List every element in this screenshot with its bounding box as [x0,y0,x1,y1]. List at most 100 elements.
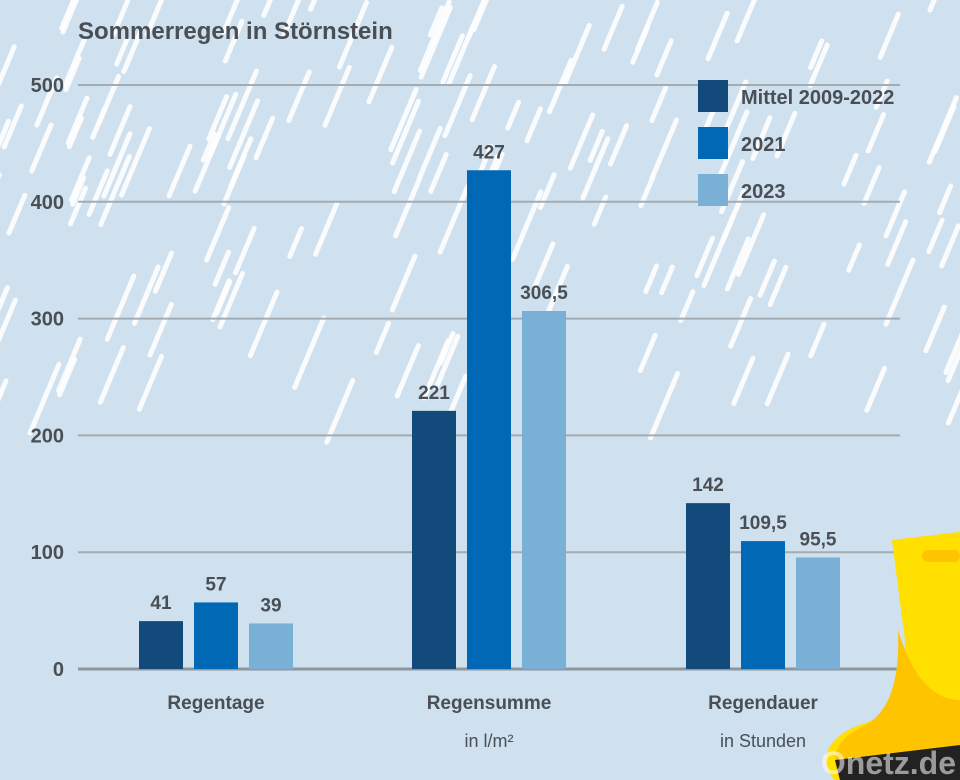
data-label: 221 [418,383,450,404]
rain-streak [308,0,318,12]
category-label: Regensumme [427,693,552,714]
bar [194,602,238,669]
rain-streak [207,91,239,158]
rain-streak [247,289,280,359]
rain-streak [292,315,327,390]
rain-streak [261,0,273,18]
rain-streak [465,0,487,41]
rain-streak [210,278,232,323]
rain-streak [114,36,130,67]
category-label: Regentage [167,693,264,714]
rain-streak [67,185,88,227]
data-label: 57 [205,574,226,595]
rain-streak [63,55,82,92]
watermark-logo: Onetz.de [821,745,956,780]
boot-shadow-icon [835,630,960,780]
rain-streak [808,38,825,71]
bar [796,557,840,669]
rain-streak [417,125,443,181]
rain-streak [524,106,543,144]
rain-streak [29,122,54,174]
rain-streak [643,263,660,295]
data-label: 142 [692,475,724,496]
rain-streak [417,0,452,73]
rain-streak [567,112,596,171]
rain-streak [864,365,888,413]
rain-streak [437,331,456,366]
category-label: Regendauer [708,693,818,714]
rain-streak [927,0,937,13]
rain-streak [69,155,92,203]
rain-streak [366,44,395,105]
rain-streak [136,354,165,412]
rain-streak [65,95,90,146]
rain-streak [388,86,419,153]
rain-streak [724,236,751,292]
rain-streak [107,104,133,157]
rain-streak [222,18,245,64]
y-tick-label: 300 [31,309,64,331]
rain-streak [0,118,12,148]
rain-streak [144,0,165,37]
rain-streak [253,115,276,161]
data-label: 427 [473,142,505,163]
rain-streak [393,176,422,239]
rain-streak [750,115,773,161]
rain-streak [841,152,859,187]
rain-streak [926,217,945,255]
legend-label: 2023 [741,181,786,203]
rain-streak [774,110,798,159]
rain-background [0,0,960,445]
legend-swatch [698,127,728,159]
rain-streak [694,235,716,279]
rain-streak [846,242,862,273]
rain-streak [648,371,681,441]
bar [249,623,293,669]
boot-stripe-icon [922,550,960,562]
rain-streak [757,258,777,298]
rain-streak [1,103,24,150]
rain-streak [227,98,261,170]
bar [686,503,730,669]
rain-streak [654,38,674,78]
rain-streak [433,333,461,391]
rain-streak [204,205,232,263]
rain-streak [505,99,522,131]
rain-streak [97,345,126,405]
data-label: 109,5 [739,513,787,534]
legend-swatch [698,80,728,112]
legend-label: Mittel 2009-2022 [741,87,894,109]
rain-streak [111,0,131,37]
rain-streak [532,241,556,290]
rain-streak [865,112,886,154]
rain-streak [716,109,750,182]
rain-streak [510,189,544,262]
rain-streak [546,57,574,115]
rain-streak [764,351,791,407]
rain-streak [119,126,152,198]
rain-streak [638,173,656,209]
rain-streak [101,131,133,199]
rain-streak [630,24,651,65]
rain-streak [943,332,960,375]
legend-label: 2021 [741,134,786,156]
rain-streak [0,297,18,344]
rain-streak [678,289,696,323]
rain-streak [286,69,312,123]
rain-streak [60,0,80,35]
rain-streak [34,75,60,128]
rain-streak [98,154,132,228]
rain-streak [56,336,83,394]
rain-streak [861,165,882,206]
rain-streak [580,136,611,201]
rain-streak [59,0,77,31]
y-tick-label: 200 [31,425,64,447]
data-label: 306,5 [520,283,568,304]
rain-streak [767,264,789,308]
rain-streak [945,388,960,426]
rain-streak [562,22,592,85]
rain-streak [86,168,110,217]
rain-streak [166,143,193,199]
rain-streak [734,0,757,44]
